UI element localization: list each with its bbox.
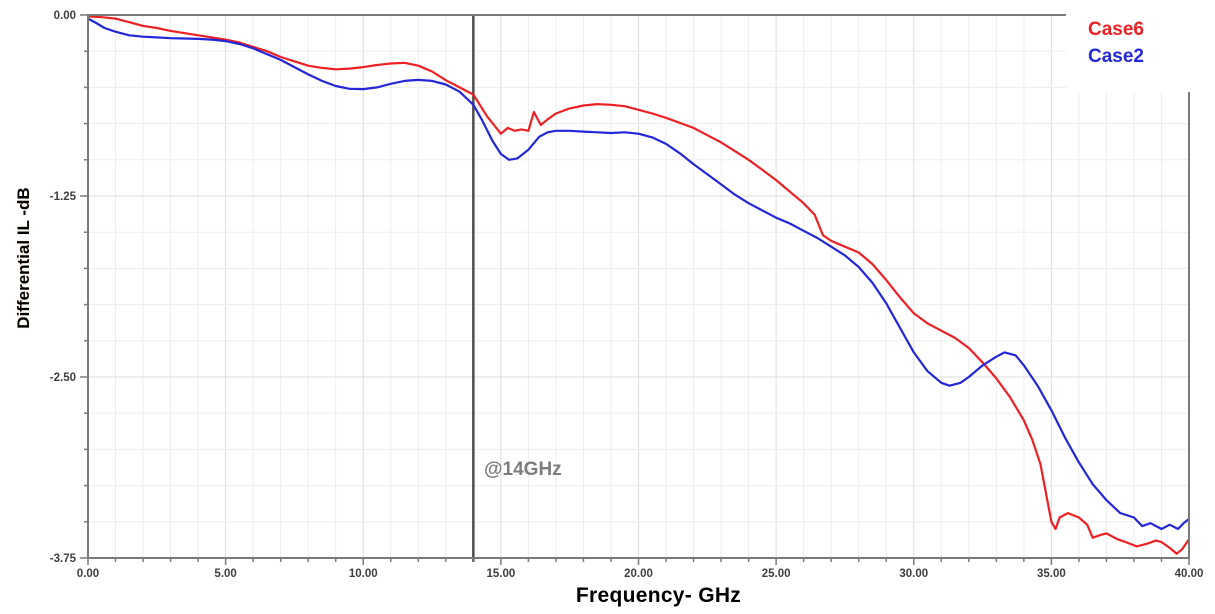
- legend-item-case6: Case6: [1088, 19, 1144, 40]
- x-tick-label: 0.00: [77, 568, 99, 580]
- y-tick-label: -2.50: [50, 372, 76, 384]
- curve-case6: [86, 15, 1191, 555]
- x-tick-label: 10.00: [349, 568, 378, 580]
- x-tick-label: 15.00: [486, 568, 515, 580]
- curve-case2: [86, 17, 1191, 531]
- y-tick-label: -3.75: [50, 553, 77, 565]
- x-tick-label: 30.00: [899, 568, 928, 580]
- y-tick-label: 0.00: [54, 10, 76, 22]
- x-axis-title: Frequency- GHz: [575, 584, 742, 607]
- legend-item-case2: Case2: [1088, 46, 1144, 67]
- legend: Case6 Case2: [1082, 16, 1150, 70]
- marker-annotation: @14GHz: [484, 459, 562, 480]
- x-tick-label: 35.00: [1037, 568, 1066, 580]
- x-tick-label: 25.00: [762, 568, 791, 580]
- y-tick-label: -1.25: [50, 191, 77, 203]
- x-tick-label: 5.00: [214, 568, 236, 580]
- y-axis-title: Differential IL -dB: [14, 187, 33, 329]
- x-tick-label: 40.00: [1175, 568, 1204, 580]
- x-tick-label: 20.00: [624, 568, 653, 580]
